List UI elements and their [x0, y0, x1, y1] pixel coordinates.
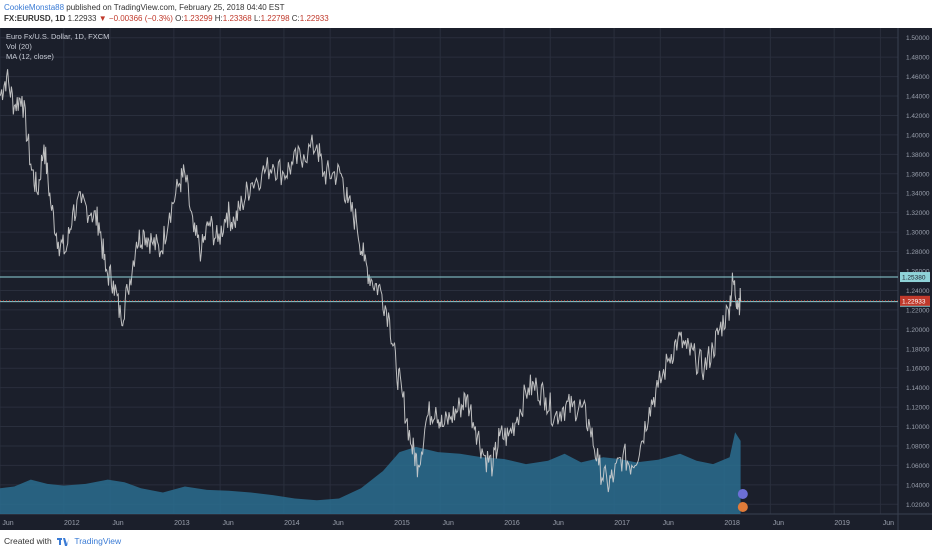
published-text: published on TradingView.com, February 2… — [66, 3, 285, 12]
y-tick-label: 1.02000 — [906, 502, 930, 509]
y-tick-label: 1.28000 — [906, 249, 930, 256]
tradingview-link[interactable]: TradingView — [74, 536, 122, 546]
close-label: C: — [291, 14, 300, 23]
x-tick-label: 2013 — [174, 520, 190, 527]
y-tick-label: 1.20000 — [906, 327, 930, 334]
last-price-tag — [900, 295, 930, 306]
x-tick-label: Jun — [443, 520, 454, 527]
footer: Created with TradingView — [0, 530, 932, 550]
y-tick-label: 1.32000 — [906, 210, 930, 217]
horizontal-line-label: 1.25380 — [902, 275, 926, 282]
y-tick-label: 1.18000 — [906, 346, 930, 353]
publication-line: CookieMonsta88 published on TradingView.… — [4, 3, 285, 12]
x-tick-label: 2018 — [724, 520, 740, 527]
open-label: O: — [175, 14, 184, 23]
open-value: 1.23299 — [183, 14, 213, 23]
author-link[interactable]: CookieMonsta88 — [4, 3, 65, 12]
x-tick-label: 2017 — [614, 520, 630, 527]
publication-header: CookieMonsta88 published on TradingView.… — [0, 0, 932, 28]
y-tick-label: 1.08000 — [906, 443, 930, 450]
y-tick-label: 1.46000 — [906, 74, 930, 81]
y-tick-label: 1.06000 — [906, 463, 930, 470]
y-tick-label: 1.36000 — [906, 171, 930, 178]
y-tick-label: 1.42000 — [906, 113, 930, 120]
legend-volume: Vol (20) — [6, 42, 32, 51]
horizontal-line-tag — [900, 272, 930, 283]
x-tick-label: Jun — [222, 520, 233, 527]
y-tick-label: 1.24000 — [906, 288, 930, 295]
symbol-label: FX:EURUSD, 1D — [4, 14, 66, 23]
y-tick-label: 1.12000 — [906, 405, 930, 412]
chart-legend: Euro Fx/U.S. Dollar, 1D, FXCM Vol (20) M… — [6, 32, 109, 62]
high-value: 1.23368 — [222, 14, 252, 23]
x-tick-label: 2015 — [394, 520, 410, 527]
x-tick-label: Jun — [773, 520, 784, 527]
x-tick-label: 2016 — [504, 520, 520, 527]
price-line — [0, 69, 742, 493]
y-tick-label: 1.22000 — [906, 307, 930, 314]
x-tick-label: Jun — [332, 520, 343, 527]
legend-title: Euro Fx/U.S. Dollar, 1D, FXCM — [6, 32, 110, 41]
price-chart[interactable]: 1.02000 1.04000 1.06000 1.08000 1.10000 1.120… — [0, 28, 932, 530]
last-price-label: 1.22933 — [902, 298, 926, 305]
x-tick-label: Jun — [663, 520, 674, 527]
y-tick-label: 1.38000 — [906, 152, 930, 159]
x-tick-label: Jun — [112, 520, 123, 527]
high-label: H: — [214, 14, 223, 23]
event-marker-icon — [737, 502, 748, 512]
y-tick-label: 1.50000 — [906, 35, 930, 42]
volume-area — [0, 432, 741, 514]
legend-ma: MA (12, close) — [6, 52, 54, 61]
y-tick-label: 1.40000 — [906, 132, 930, 139]
created-with-text: Created with — [4, 536, 52, 546]
last-price: 1.22933 — [67, 14, 97, 23]
x-tick-label: 2019 — [834, 520, 850, 527]
low-value: 1.22798 — [260, 14, 290, 23]
close-value: 1.22933 — [299, 14, 329, 23]
low-label: L: — [253, 14, 261, 23]
price-change: −0.00366 (−0.3%) — [108, 14, 173, 23]
chart-area[interactable]: 1.02000 1.04000 1.06000 1.08000 1.10000 1.120… — [0, 28, 932, 530]
y-tick-label: 1.26000 — [906, 269, 930, 276]
x-tick-label: Jun — [883, 520, 894, 527]
y-tick-label: 1.10000 — [906, 424, 930, 431]
tradingview-logo-icon — [57, 537, 70, 546]
y-tick-label: 1.16000 — [906, 366, 930, 373]
y-tick-label: 1.14000 — [906, 385, 930, 392]
x-tick-label: Jun — [2, 520, 13, 527]
event-marker-icon — [737, 489, 748, 499]
x-tick-label: 2012 — [64, 520, 80, 527]
x-tick-label: Jun — [553, 520, 564, 527]
y-tick-label: 1.04000 — [906, 482, 930, 489]
x-tick-label: 2014 — [284, 520, 300, 527]
y-tick-label: 1.44000 — [906, 94, 930, 101]
y-tick-label: 1.30000 — [906, 230, 930, 237]
y-tick-label: 1.48000 — [906, 55, 930, 62]
down-arrow-icon: ▼ — [98, 14, 107, 23]
y-tick-label: 1.34000 — [906, 191, 930, 198]
ohlc-line: FX:EURUSD, 1D 1.22933 ▼ −0.00366 (−0.3%)… — [4, 14, 329, 23]
